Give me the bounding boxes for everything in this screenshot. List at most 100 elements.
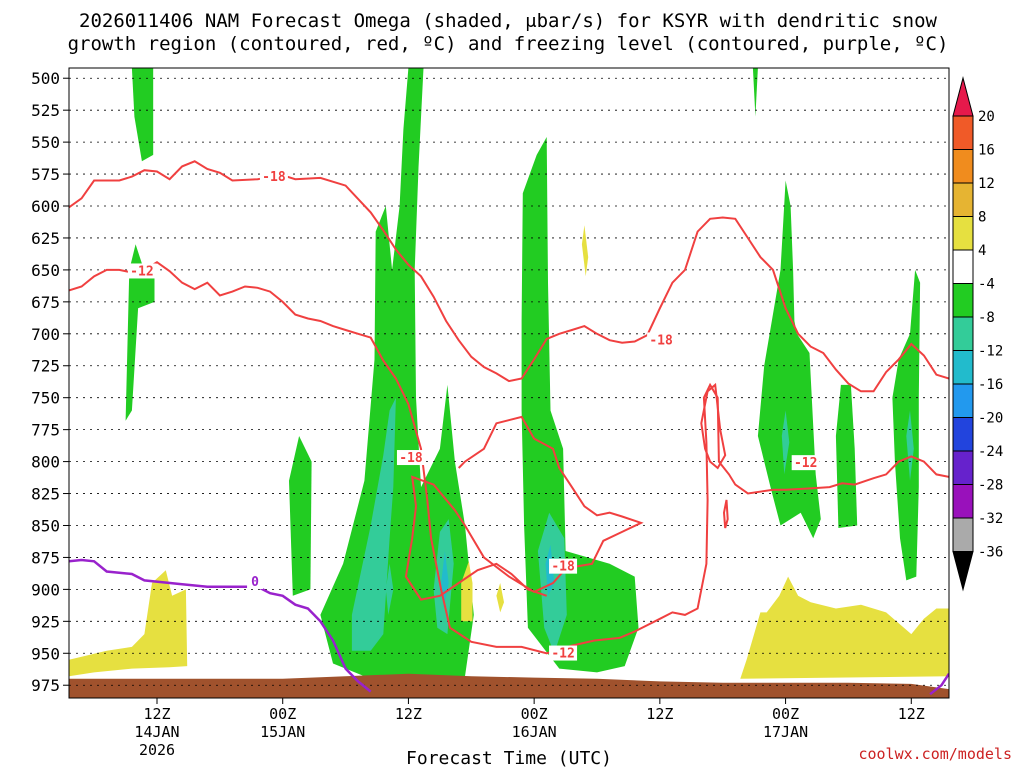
plot-area: -18 -12 -18 -18 -12 -12 -18 0 (69, 68, 949, 698)
dgz-contour-1 (69, 261, 949, 655)
colorbar-label-3: 8 (978, 210, 986, 226)
omega-region-ascent-main-16jan-a (320, 68, 474, 677)
omega-region-ascent-west-mid (125, 244, 155, 421)
x-tick-label-0: 12Z (143, 705, 170, 723)
colorbar-bin-3 (952, 182, 974, 217)
plot-frame (68, 67, 950, 699)
y-tick-label-525: 525 (31, 101, 60, 120)
colorbar-top-arrow (952, 76, 974, 117)
omega-region-ascent-17jan-a (752, 68, 758, 117)
colorbar-label-12: -32 (978, 511, 1003, 527)
colorbar-label-7: -12 (978, 344, 1003, 360)
x-tick-label-4: 12Z (646, 705, 673, 723)
dgz-label-0: -18 (649, 333, 673, 348)
colorbar-label-10: -24 (978, 444, 1003, 460)
colorbar-label-4: 4 (978, 243, 986, 259)
colorbar-label-0: 20 (978, 109, 995, 125)
colorbar-label-5: -4 (978, 277, 995, 293)
y-tick-label-500: 500 (31, 69, 60, 88)
dgz-contour-0 (69, 160, 949, 393)
dgz-loop-17jan (700, 382, 727, 470)
y-tick-label-900: 900 (31, 580, 60, 599)
x-tick-label-3: 00Z (521, 705, 548, 723)
y-tick-label-750: 750 (31, 389, 60, 408)
omega-region-ascent-main-16jan-b (521, 137, 639, 673)
omega-region-ascent-17jan-b (757, 180, 821, 539)
omega-region-subsidence-16jan-b (496, 583, 504, 613)
colorbar-bin-12 (952, 484, 974, 519)
omega-region-ascent-west-top (131, 68, 154, 162)
omega-region-ascent-core-a (351, 397, 396, 651)
freezing-level-line-east (929, 673, 949, 696)
dgz-label-3: -18 (551, 560, 575, 575)
dgz-label-bg-1 (127, 263, 156, 279)
x-axis-label: Forecast Time (UTC) (406, 748, 612, 768)
colorbar-label-1: 16 (978, 143, 995, 159)
colorbar-bin-2 (952, 149, 974, 184)
ground-surface (69, 673, 949, 698)
x-tick-label-6: 12Z (898, 705, 925, 723)
omega-region-ascent-early-15jan (289, 436, 312, 596)
dgz-contour-2 (404, 415, 644, 601)
y-tick-label-950: 950 (31, 644, 60, 663)
x-tick-date-0: 14JAN (134, 723, 179, 741)
colorbar-bin-4 (952, 216, 974, 251)
dgz-label-bg-5 (791, 455, 820, 471)
x-tick-label-1: 00Z (269, 705, 296, 723)
dgz-label-5: -12 (794, 456, 817, 471)
y-tick-label-650: 650 (31, 261, 60, 280)
omega-region-subsidence-17jan (740, 576, 949, 679)
colorbar-bin-6 (952, 283, 974, 318)
y-tick-label-625: 625 (31, 229, 60, 248)
colorbar-bin-5 (952, 249, 974, 284)
y-tick-label-925: 925 (31, 612, 60, 631)
omega-region-ascent-core-f (781, 410, 790, 475)
dgz-label-1: -12 (130, 264, 153, 279)
colorbar-bin-1 (952, 115, 974, 150)
x-tick-year-0: 2026 (139, 741, 175, 759)
omega-region-subsidence-west (69, 570, 188, 677)
dgz-label-bg-6 (259, 168, 288, 184)
colorbar-label-13: -36 (978, 545, 1003, 561)
credit-text: coolwx.com/models (858, 745, 1012, 763)
dgz-label-bg-2 (396, 450, 425, 466)
colorbar-bin-11 (952, 450, 974, 485)
x-tick-label-2: 12Z (395, 705, 422, 723)
chart-title-line1: 2026011406 NAM Forecast Omega (shaded, μ… (79, 10, 937, 32)
y-tick-label-825: 825 (31, 485, 60, 504)
x-tick-label-5: 00Z (772, 705, 799, 723)
y-axis: 500 525 550 575 600 625 650 675 700 725 750 775 800 8… (31, 69, 69, 695)
colorbar-label-9: -20 (978, 411, 1003, 427)
y-tick-label-600: 600 (31, 197, 60, 216)
colorbar-bottom-arrow (952, 551, 974, 592)
x-tick-date-3: 16JAN (512, 723, 557, 741)
colorbar-bin-13 (952, 517, 974, 552)
dgz-label-4: -12 (551, 647, 574, 662)
colorbar-bin-9 (952, 383, 974, 418)
x-tick-date-1: 15JAN (260, 723, 305, 741)
colorbar-label-6: -8 (978, 310, 995, 326)
colorbar-label-8: -16 (978, 377, 1003, 393)
dgz-label-bg-4 (549, 645, 578, 661)
dgz-label-bg-3 (549, 558, 578, 574)
chart-title-line2: growth region (contoured, red, ºC) and f… (68, 33, 949, 55)
y-tick-label-875: 875 (31, 548, 60, 567)
dgz-loop-small (722, 499, 729, 529)
y-tick-label-725: 725 (31, 357, 60, 376)
y-tick-label-850: 850 (31, 516, 60, 535)
colorbar-bin-7 (952, 316, 974, 351)
dgz-label-6: -18 (262, 170, 286, 185)
y-tick-label-975: 975 (31, 676, 60, 695)
colorbar-label-2: 12 (978, 176, 995, 192)
freezing-level-label: 0 (251, 575, 259, 590)
omega-region-ascent-17jan-d (892, 269, 921, 581)
y-tick-label-575: 575 (31, 165, 60, 184)
omega-region-ascent-core-g (906, 410, 914, 481)
y-tick-label-700: 700 (31, 325, 60, 344)
omega-region-ascent-core-h (385, 563, 394, 615)
colorbar: 20 16 12 8 4 -4 -8 -12 -16 -20 -24 -28 -32 -36 (952, 76, 1003, 592)
y-tick-label-675: 675 (31, 293, 60, 312)
y-tick-label-550: 550 (31, 133, 60, 152)
